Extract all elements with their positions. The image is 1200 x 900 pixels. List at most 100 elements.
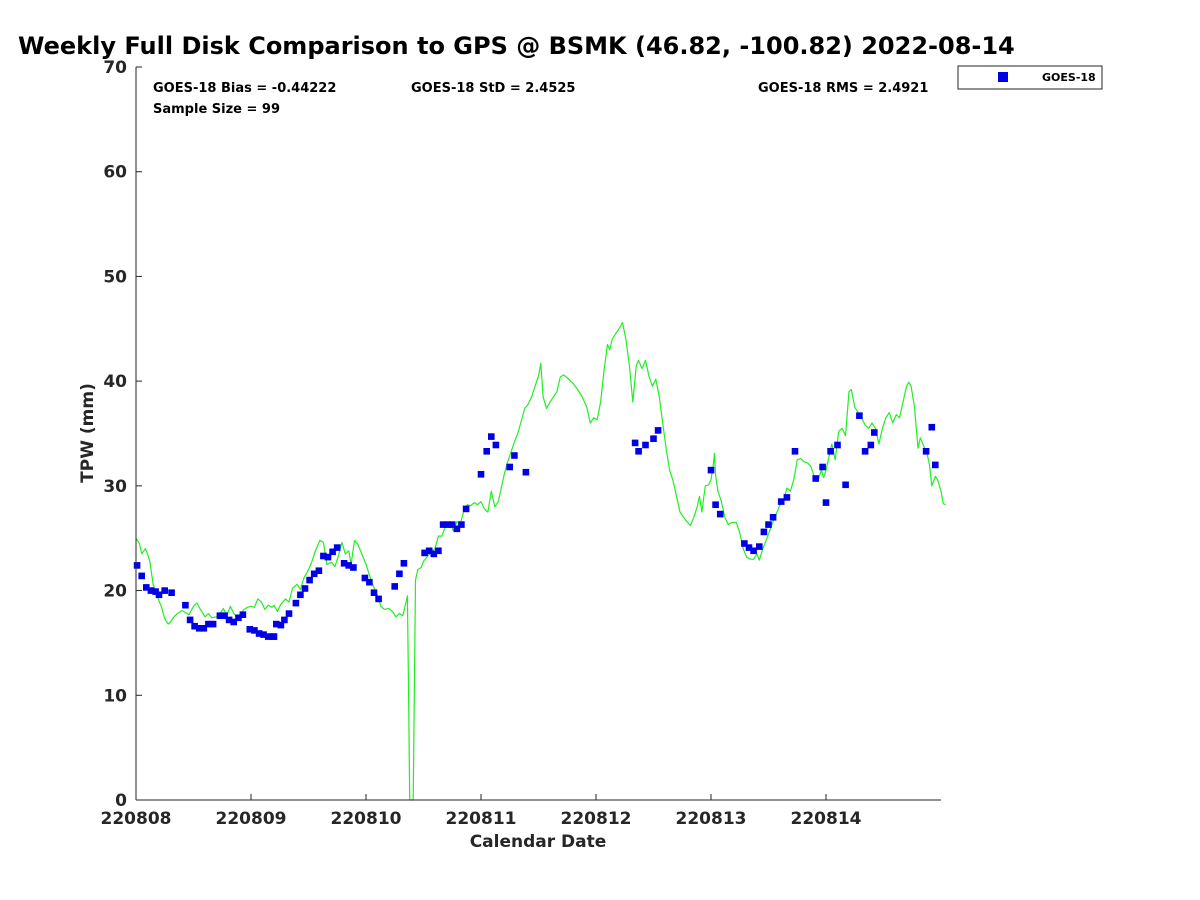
- goes-18-point: [315, 567, 323, 574]
- goes-18-point: [320, 552, 327, 560]
- goes-18-point: [329, 548, 336, 556]
- goes-18-point: [152, 588, 159, 595]
- goes-18-point: [741, 540, 748, 547]
- goes-18-point: [856, 412, 863, 419]
- goes-18-point: [453, 525, 461, 533]
- x-tick-label: 220808: [101, 809, 172, 829]
- goes-18-point: [277, 621, 285, 629]
- goes-18-point: [922, 448, 930, 455]
- goes-18-point: [297, 591, 304, 599]
- goes-18-point: [273, 620, 280, 628]
- goes-18-point: [430, 550, 438, 558]
- goes-18-point: [200, 625, 208, 632]
- goes-18-point: [133, 562, 141, 569]
- goes-18-point: [251, 627, 258, 634]
- goes-18-point: [216, 612, 224, 619]
- goes-18-point: [195, 625, 203, 632]
- gps-series: [135, 321, 946, 801]
- goes-18-point: [235, 614, 242, 622]
- x-tick-label: 220814: [791, 809, 862, 829]
- goes-18-point: [375, 595, 382, 603]
- goes-18-point: [635, 448, 642, 455]
- sample-size-stat: Sample Size = 99: [153, 102, 280, 117]
- goes-18-point: [285, 610, 293, 617]
- goes-18-point: [301, 585, 309, 592]
- goes-18-point: [861, 448, 869, 455]
- goes-18-point: [511, 452, 518, 459]
- goes-18-point: [769, 514, 777, 521]
- goes-18-point: [631, 439, 639, 447]
- goes-18-point: [783, 494, 791, 501]
- goes-18-point: [264, 633, 272, 640]
- chart-title: Weekly Full Disk Comparison to GPS @ BSM…: [18, 32, 1015, 60]
- goes-18-point: [750, 547, 757, 555]
- goes-18-point: [221, 612, 228, 619]
- goes-18-point: [756, 543, 763, 550]
- goes-18-point: [462, 505, 470, 513]
- goes-18-point: [340, 560, 348, 567]
- goes-18-point: [834, 441, 841, 449]
- x-axis-ticks: 220808 220809 220810 220811 220812 220813 2208…: [101, 794, 862, 829]
- goes-18-point: [745, 544, 753, 551]
- y-tick-label: 70: [103, 58, 127, 78]
- goes-18-point: [650, 435, 657, 442]
- goes-18-point: [483, 448, 490, 455]
- goes-18-point: [239, 611, 247, 618]
- x-tick-label: 220811: [446, 809, 517, 829]
- goes-18-point: [324, 553, 332, 561]
- goes-18-point: [760, 528, 768, 536]
- goes-18-point: [246, 626, 254, 633]
- y-tick-label: 10: [103, 686, 127, 706]
- goes-18-point: [439, 521, 447, 528]
- rms-stat: GOES-18 RMS = 2.4921: [758, 81, 928, 96]
- goes-18-point: [366, 578, 373, 586]
- goes-18-point: [230, 618, 237, 626]
- y-tick-label: 40: [103, 372, 127, 392]
- goes-18-point: [458, 521, 465, 528]
- goes-18-point: [522, 468, 530, 476]
- goes-18-point: [270, 633, 278, 640]
- goes-18-point: [281, 616, 288, 624]
- legend: GOES-18: [957, 65, 1103, 90]
- goes-18-point: [370, 589, 378, 596]
- goes-18-point: [791, 448, 799, 455]
- x-tick-label: 220809: [216, 809, 287, 829]
- goes-18-point: [155, 591, 163, 599]
- y-axis-label: TPW (mm): [78, 383, 98, 483]
- y-tick-label: 0: [115, 791, 127, 811]
- goes-18-point: [425, 547, 433, 555]
- goes-18-point: [182, 601, 189, 609]
- goes-18-point: [421, 549, 428, 557]
- goes-18-point: [396, 570, 403, 578]
- goes-18-point: [812, 475, 819, 482]
- goes-18-point: [138, 572, 145, 580]
- goes-18-point: [435, 547, 442, 555]
- goes-18-point: [932, 461, 939, 469]
- goes-18-point: [777, 498, 785, 505]
- x-tick-label: 220813: [676, 809, 747, 829]
- goes-18-point: [361, 574, 369, 582]
- y-tick-label: 30: [103, 477, 127, 497]
- legend-box: [957, 65, 1103, 90]
- goes-18-point: [143, 584, 150, 591]
- goes-18-point: [161, 587, 168, 594]
- y-tick-label: 20: [103, 582, 127, 602]
- goes-18-point: [506, 463, 513, 471]
- plot-area: [133, 67, 946, 801]
- goes-18-point: [310, 570, 318, 578]
- plot-background: [136, 67, 941, 800]
- goes-18-point: [827, 448, 834, 455]
- goes-18-point: [345, 562, 352, 569]
- goes-18-point: [255, 630, 263, 637]
- legend-marker-goes-18: [998, 72, 1008, 82]
- x-tick-label: 220810: [331, 809, 402, 829]
- goes-18-point: [209, 620, 217, 628]
- goes-18-point: [292, 599, 300, 607]
- goes-18-point: [488, 433, 495, 440]
- goes-18-point: [654, 427, 662, 434]
- goes-18-point: [260, 631, 267, 638]
- goes-18-point: [205, 620, 212, 628]
- legend-label-goes-18: GOES-18: [1042, 71, 1096, 84]
- goes-18-point: [168, 589, 175, 596]
- goes-18-point: [350, 564, 357, 571]
